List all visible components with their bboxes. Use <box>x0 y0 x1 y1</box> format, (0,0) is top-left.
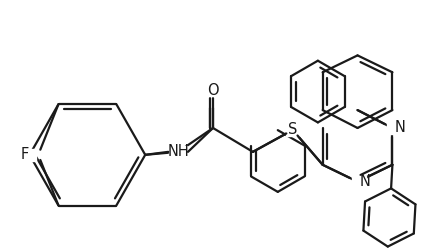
Text: O: O <box>207 83 219 98</box>
Bar <box>169 146 187 158</box>
Bar <box>387 122 401 134</box>
Bar <box>207 84 219 96</box>
Text: F: F <box>21 147 29 162</box>
Text: N: N <box>394 120 405 136</box>
Text: S: S <box>288 122 298 138</box>
Text: NH: NH <box>167 144 189 159</box>
Text: N: N <box>359 174 370 189</box>
Bar <box>286 124 299 136</box>
Bar <box>22 149 36 161</box>
Bar <box>353 176 366 188</box>
